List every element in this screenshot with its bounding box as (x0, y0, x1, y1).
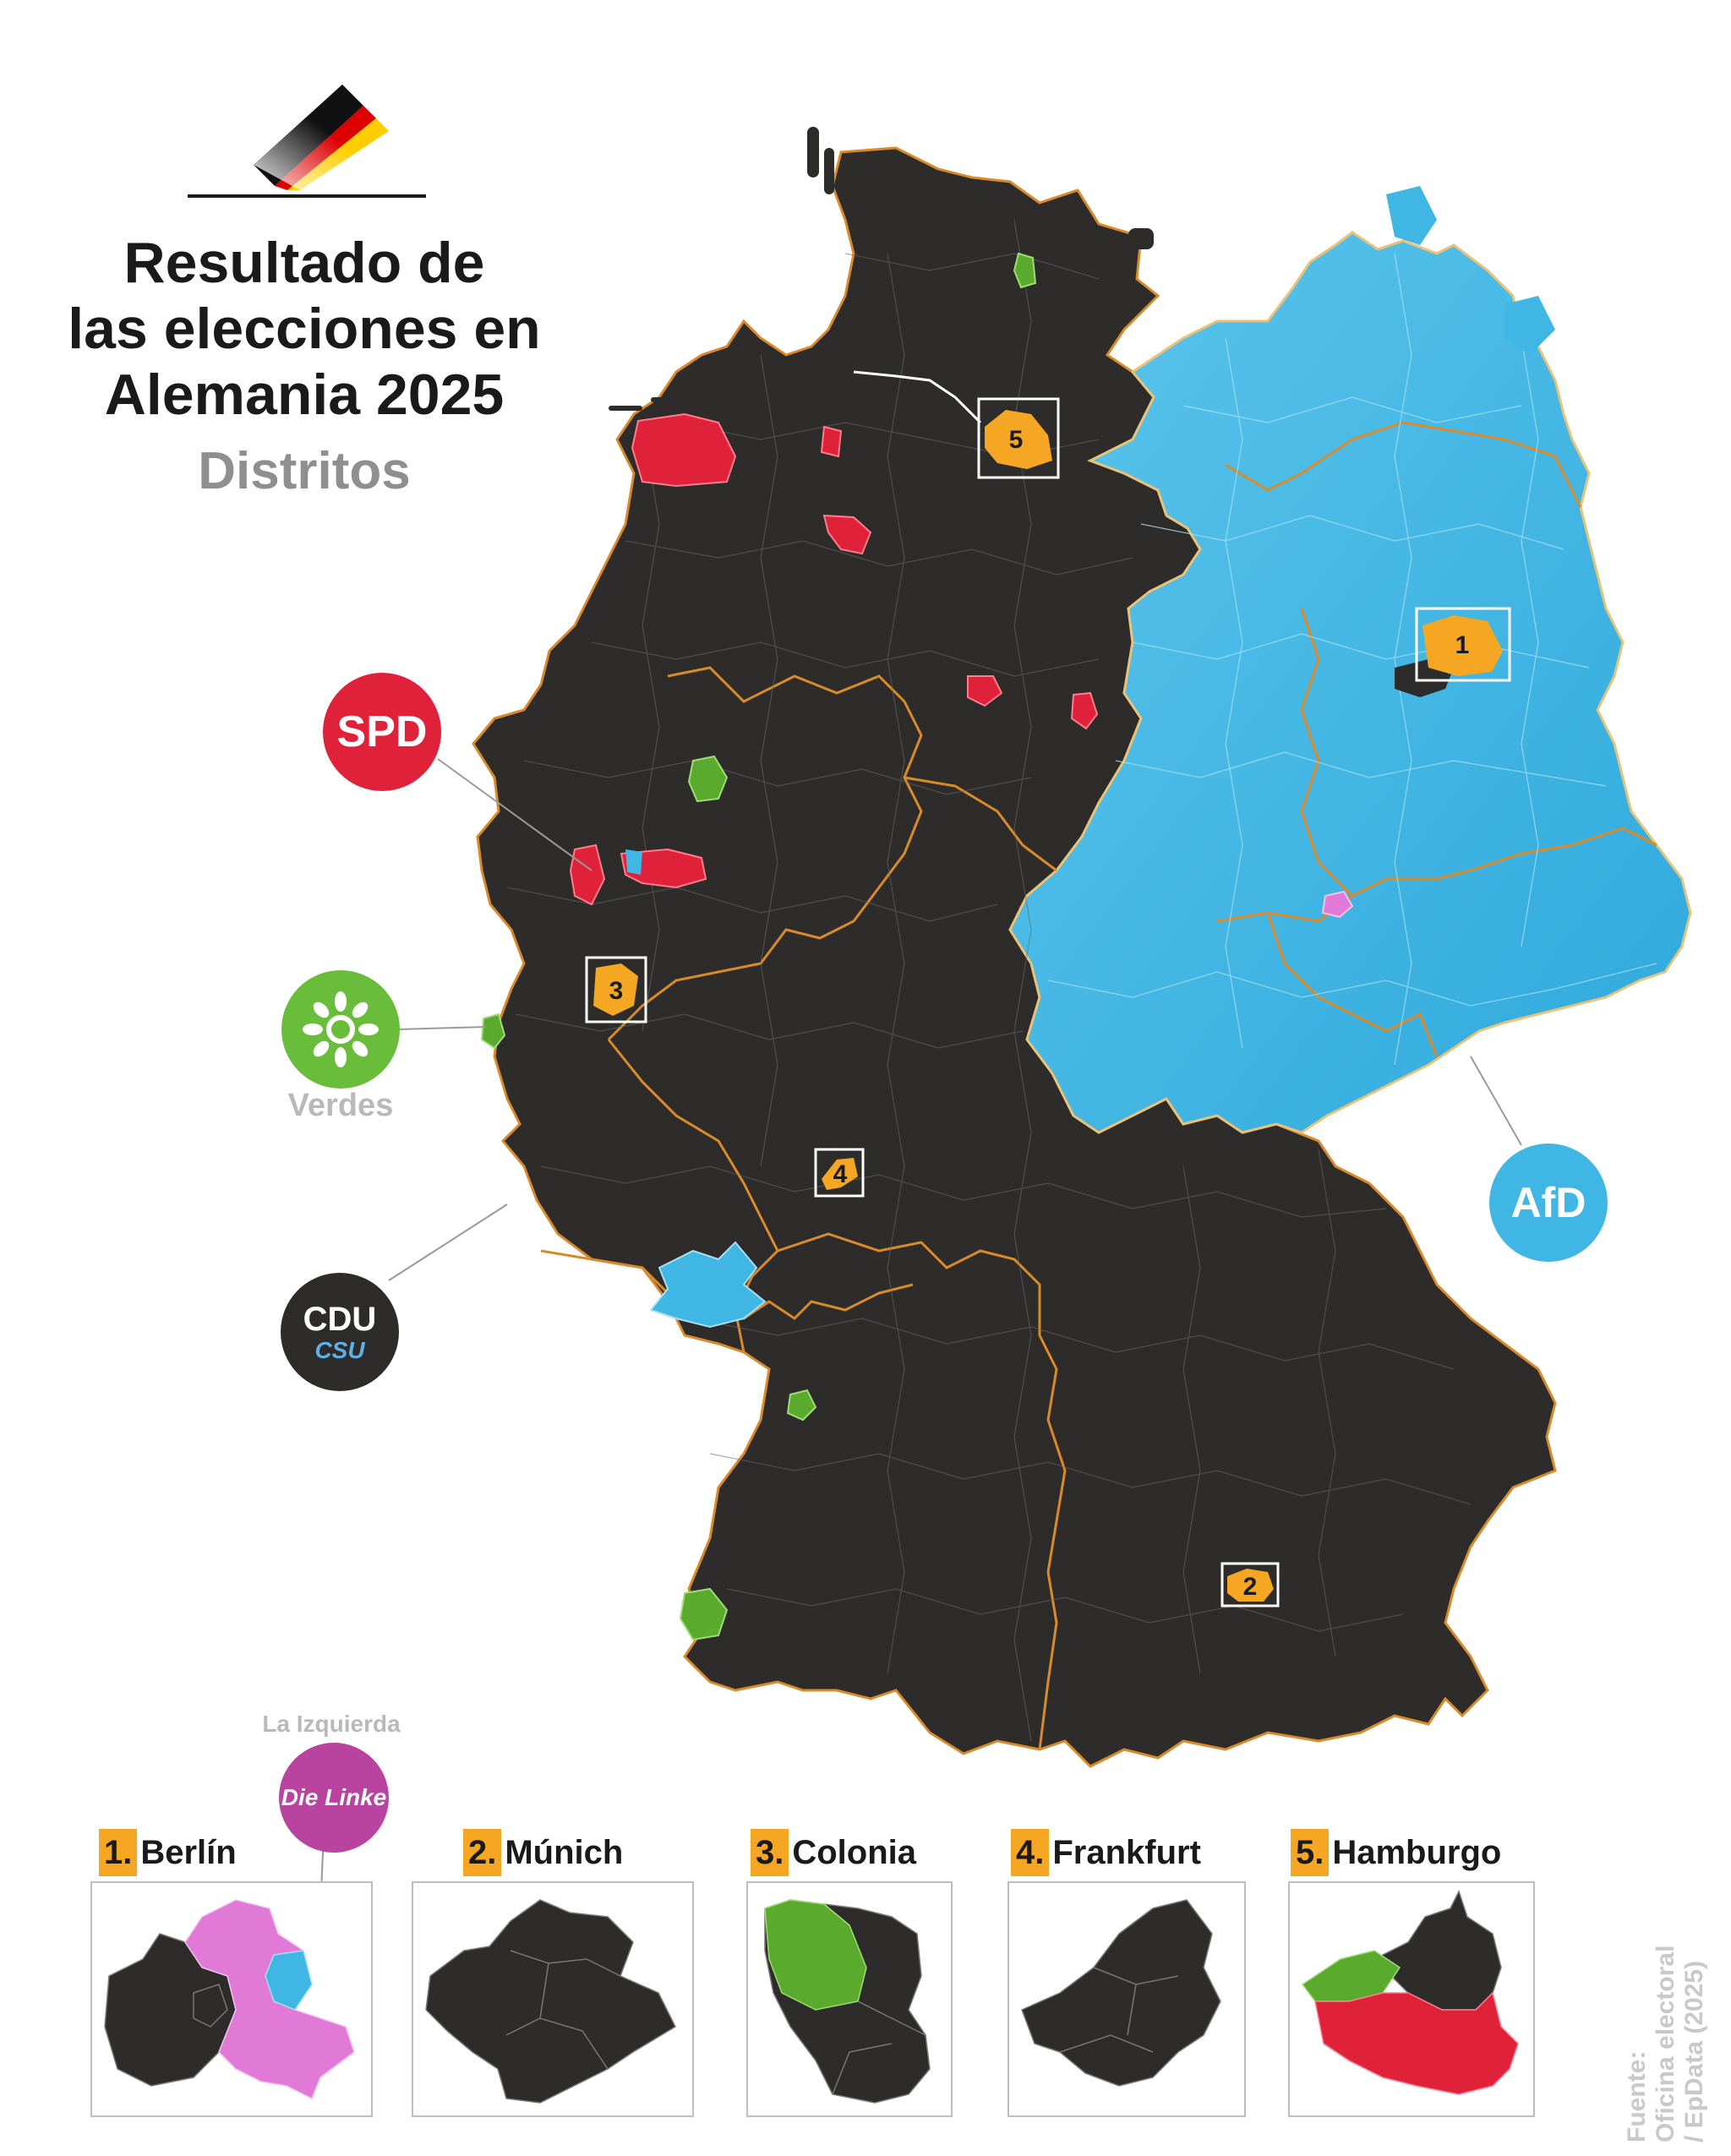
die-linke-logo-text: Die Linke (281, 1784, 387, 1810)
inset-city-name: Colonia (792, 1833, 917, 1871)
cdu-logo-text: CDU (303, 1301, 377, 1338)
inset-map-munich (412, 1881, 694, 2117)
die-linke-logo: Die Linke (279, 1743, 389, 1853)
baltic-islands (1386, 186, 1555, 355)
city-marker-hamburg: 5 (977, 397, 1060, 479)
inset-map-hamburg (1288, 1881, 1535, 2117)
page-subtitle: Distritos (198, 442, 411, 500)
city-marker-cologne: 3 (585, 956, 647, 1023)
inset-city-name: Múnich (505, 1833, 624, 1871)
inset-header-berlin: 1. Berlín (99, 1827, 237, 1878)
verdes-label: Verdes (287, 1088, 394, 1123)
die-linke-label: La Izquierda (262, 1711, 401, 1737)
inset-header-frankfurt: 4. Frankfurt (1011, 1827, 1201, 1878)
inset-map-berlin (90, 1881, 373, 2117)
district-lines-east (1047, 253, 1657, 1066)
svg-text:5: 5 (1009, 426, 1024, 454)
inset-number: 2. (463, 1829, 502, 1876)
inset-header-hamburg: 5. Hamburgo (1291, 1827, 1501, 1878)
inset-number: 5. (1291, 1829, 1330, 1876)
state-borders (540, 421, 1657, 1750)
svg-text:1: 1 (1455, 631, 1470, 659)
afd-district-west (625, 849, 642, 875)
inset-map-frankfurt (1007, 1881, 1246, 2117)
afd-logo: AfD (1489, 1143, 1608, 1262)
title-rule (188, 194, 426, 198)
inset-city-name: Berlín (140, 1833, 237, 1871)
city-marker-frankfurt: 4 (814, 1148, 865, 1198)
inset-map-cologne (746, 1881, 953, 2117)
verdes-logo (281, 970, 400, 1089)
inset-number: 1. (99, 1829, 138, 1876)
german-flag-icon (254, 85, 389, 190)
linke-district-leipzig (1321, 890, 1354, 919)
spd-districts (569, 412, 1099, 906)
source-credit: Fuente: Oficina electoral / EpData (2025… (1623, 1945, 1708, 2142)
inset-header-cologne: 3. Colonia (751, 1827, 916, 1878)
elbe-river (853, 370, 982, 424)
cdu-csu-logo: CDU CSU (281, 1273, 399, 1391)
city-marker-berlin: 1 (1415, 607, 1511, 682)
north-islands (609, 127, 1154, 411)
green-districts (480, 252, 1037, 1641)
region-east-afd (1008, 231, 1692, 1134)
inset-number: 3. (751, 1829, 789, 1876)
inset-city-name: Frankfurt (1052, 1833, 1201, 1871)
spd-logo-text: SPD (336, 707, 428, 756)
csu-logo-text: CSU (314, 1337, 365, 1363)
svg-text:3: 3 (609, 977, 624, 1005)
sunflower-icon (303, 991, 379, 1067)
inset-header-munich: 2. Múnich (463, 1827, 623, 1878)
city-marker-munich: 2 (1220, 1562, 1280, 1607)
svg-text:4: 4 (833, 1160, 848, 1188)
afd-district-saarland (649, 1241, 767, 1329)
svg-text:2: 2 (1243, 1573, 1258, 1601)
afd-logo-text: AfD (1510, 1179, 1586, 1226)
page-title: Resultado de las elecciones en Alemania … (68, 231, 541, 427)
spd-logo: SPD (323, 673, 441, 791)
district-lines-west (506, 219, 1472, 1742)
inset-number: 4. (1011, 1829, 1050, 1876)
inset-city-name: Hamburgo (1332, 1833, 1502, 1871)
